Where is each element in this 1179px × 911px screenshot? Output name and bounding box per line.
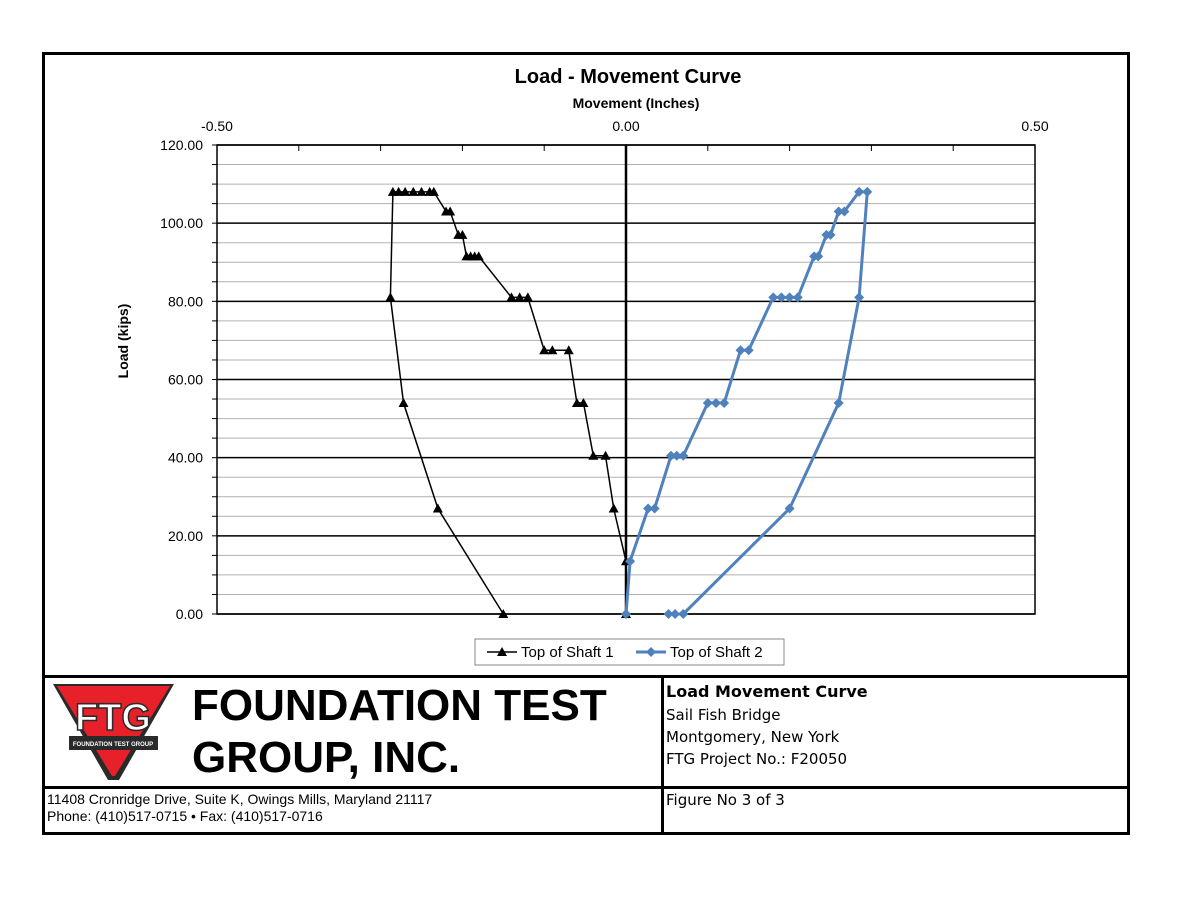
data-point	[735, 345, 746, 356]
x-tick-label: 0.50	[1021, 118, 1048, 134]
data-point	[385, 292, 396, 302]
data-point	[710, 397, 721, 408]
series-line	[389, 191, 627, 615]
title-block-mid-line	[44, 786, 1128, 789]
data-point	[416, 186, 427, 196]
title-block-top-line	[44, 675, 1128, 678]
series-2	[621, 186, 873, 619]
data-point	[506, 292, 517, 302]
data-point	[625, 556, 636, 567]
y-axis-label: Load (kips)	[115, 304, 131, 379]
data-point	[432, 503, 443, 513]
ftg-logo: FOUNDATION TEST GROUP FTG	[53, 684, 174, 780]
logo-subtext: FOUNDATION TEST GROUP	[73, 742, 153, 748]
data-point	[702, 397, 713, 408]
info-location: Montgomery, New York	[666, 728, 840, 746]
data-point	[784, 503, 795, 514]
legend-marker	[497, 647, 507, 656]
data-point	[719, 397, 730, 408]
data-point	[649, 503, 660, 514]
data-point	[539, 345, 550, 355]
axes: -0.50 0.00 0.50 0.00 20.00 40.00 60.00 80.00 100…	[160, 118, 1049, 622]
y-tick-label: 40.00	[168, 450, 203, 466]
data-point	[621, 609, 631, 619]
data-point	[522, 292, 533, 302]
data-point	[670, 609, 681, 619]
data-point	[563, 345, 574, 355]
data-point	[608, 503, 619, 513]
report-frame	[42, 52, 1130, 835]
data-point	[461, 251, 472, 261]
y-tick-label: 80.00	[168, 293, 203, 309]
data-point	[813, 251, 824, 262]
y-tick-label: 20.00	[168, 528, 203, 544]
data-point	[400, 186, 411, 196]
chart-title: Load - Movement Curve	[515, 66, 742, 88]
data-point	[833, 397, 844, 408]
data-point	[600, 450, 611, 460]
data-point	[862, 186, 873, 197]
series-line	[624, 190, 869, 616]
series-1	[385, 186, 631, 618]
data-point	[839, 206, 850, 217]
x-tick-label: -0.50	[201, 118, 233, 134]
data-point	[854, 292, 865, 303]
legend-label: Top of Shaft 2	[670, 644, 763, 661]
data-point	[776, 292, 787, 303]
y-tick-label: 120.00	[160, 137, 203, 153]
data-point	[398, 397, 409, 407]
info-project: Sail Fish Bridge	[666, 706, 781, 724]
logo-text: FTG	[75, 697, 151, 739]
data-point	[424, 186, 435, 196]
data-point	[453, 229, 464, 239]
data-point	[643, 503, 654, 514]
company-address: 11408 Cronridge Drive, Suite K, Owings M…	[47, 791, 433, 807]
data-point	[678, 609, 689, 619]
data-point	[671, 450, 682, 461]
info-title: Load Movement Curve	[666, 682, 868, 701]
info-figure: Figure No 3 of 3	[666, 791, 785, 809]
legend-marker	[646, 647, 656, 657]
data-point	[588, 450, 599, 460]
data-point	[578, 397, 589, 407]
data-point	[387, 186, 398, 196]
y-tick-label: 60.00	[168, 372, 203, 388]
data-point	[441, 206, 452, 216]
data-point	[663, 609, 674, 619]
info-project-no: FTG Project No.: F20050	[666, 750, 848, 768]
data-point	[854, 186, 865, 197]
data-point	[547, 345, 558, 355]
data-point	[768, 292, 779, 303]
x-tick-label: 0.00	[612, 118, 639, 134]
y-tick-label: 0.00	[176, 606, 203, 622]
company-name-line1: FOUNDATION TEST	[192, 681, 607, 730]
data-point	[408, 186, 419, 196]
data-point	[498, 609, 509, 618]
data-point	[833, 206, 844, 217]
data-point	[514, 292, 525, 302]
x-axis-label: Movement (Inches)	[573, 95, 700, 111]
data-point	[743, 345, 754, 356]
company-name-line2: GROUP, INC.	[192, 733, 461, 782]
company-phone: Phone: (410)517-0715 • Fax: (410)517-071…	[47, 808, 323, 824]
data-point	[571, 397, 582, 407]
data-point	[825, 229, 836, 240]
data-point	[792, 292, 803, 303]
legend-label: Top of Shaft 1	[521, 644, 614, 661]
title-block-divider	[661, 676, 664, 834]
legend: Top of Shaft 1 Top of Shaft 2	[474, 638, 785, 666]
plot-area	[385, 186, 873, 619]
data-point	[678, 450, 689, 461]
y-tick-label: 100.00	[160, 215, 203, 231]
data-point	[784, 292, 795, 303]
data-point	[665, 450, 676, 461]
